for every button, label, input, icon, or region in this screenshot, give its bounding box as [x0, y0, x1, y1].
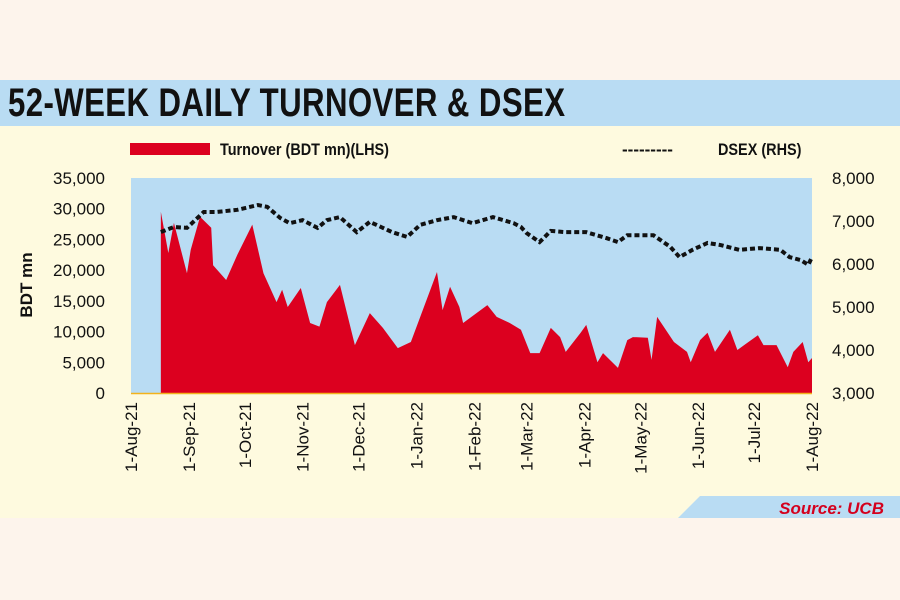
legend-turnover-label: Turnover (BDT mn)(LHS): [220, 141, 389, 159]
x-tick-label: 1-Aug-22: [803, 402, 822, 472]
y-right-tick-label: 7,000: [832, 212, 875, 231]
y-left-tick-label: 30,000: [53, 200, 105, 219]
title-band: [0, 80, 900, 126]
x-tick-label: 1-Feb-22: [465, 402, 484, 471]
y-left-tick-label: 35,000: [53, 169, 105, 188]
legend-dsex-label: DSEX (RHS): [718, 141, 801, 159]
legend-dsex-marker: ---------: [622, 140, 673, 159]
x-tick-label: 1-Apr-22: [575, 402, 594, 468]
y-right-tick-label: 3,000: [832, 384, 875, 403]
y-left-tick-label: 0: [96, 384, 105, 403]
x-tick-label: 1-Aug-21: [122, 402, 141, 472]
x-tick-label: 1-Dec-21: [350, 402, 369, 472]
x-tick-label: 1-Nov-21: [294, 402, 313, 472]
y-right-tick-label: 5,000: [832, 298, 875, 317]
source-band: [678, 496, 900, 518]
x-tick-label: 1-Jul-22: [745, 402, 764, 463]
y-right-tick-label: 8,000: [832, 169, 875, 188]
y-left-tick-label: 15,000: [53, 292, 105, 311]
y-left-tick-label: 25,000: [53, 230, 105, 249]
y-right-tick-label: 4,000: [832, 341, 875, 360]
x-tick-label: 1-May-22: [631, 402, 650, 474]
turnover-area: [160, 211, 812, 393]
y-left-tick-label: 20,000: [53, 261, 105, 280]
legend-turnover-swatch: [130, 143, 210, 155]
y-left-tick-label: 10,000: [53, 323, 105, 342]
x-tick-label: 1-Jan-22: [407, 402, 426, 469]
x-tick-label: 1-Oct-21: [236, 402, 255, 468]
y-axis-label: BDT mn: [17, 252, 36, 317]
source-label: Source: UCB: [779, 499, 884, 518]
chart-title: 52-WEEK DAILY TURNOVER & DSEX: [8, 81, 566, 125]
y-right-tick-label: 6,000: [832, 255, 875, 274]
x-tick-label: 1-Jun-22: [689, 402, 708, 469]
dsex-line: [160, 203, 814, 268]
y-left-tick-label: 5,000: [62, 353, 105, 372]
x-tick-label: 1-Sep-21: [180, 402, 199, 472]
x-tick-label: 1-Mar-22: [518, 402, 537, 471]
